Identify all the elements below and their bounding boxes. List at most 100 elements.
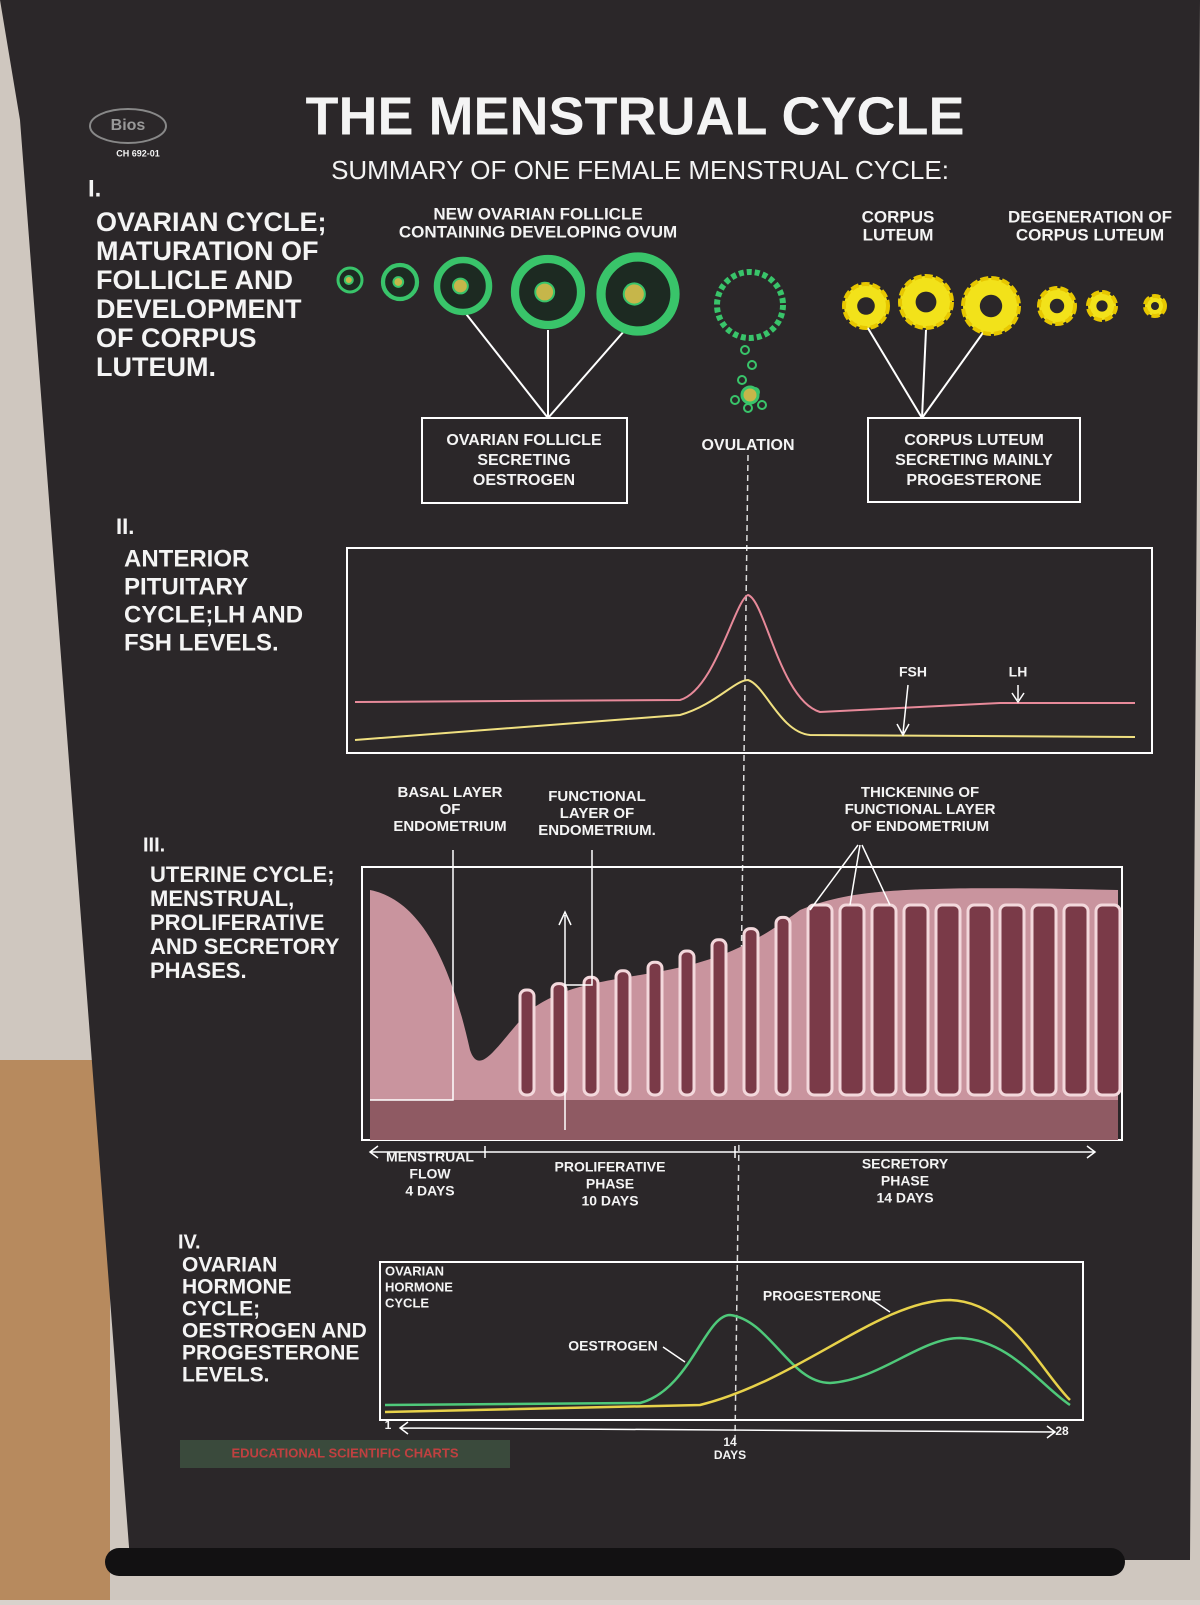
- section-heading: ANTERIOR: [124, 545, 249, 572]
- section-heading: PHASES.: [150, 958, 247, 983]
- section-heading: OESTROGEN AND: [182, 1320, 367, 1343]
- cell: [757, 400, 767, 410]
- luteum-core: [1049, 298, 1065, 314]
- numeral: II.: [116, 514, 134, 539]
- label: FUNCTIONAL LAYER: [845, 801, 996, 818]
- gland: [678, 949, 696, 1097]
- label: FSH: [899, 664, 927, 680]
- section-heading: FSH LEVELS.: [124, 629, 279, 656]
- gland: [646, 960, 664, 1097]
- label: 4 DAYS: [405, 1183, 454, 1199]
- numeral: IV.: [178, 1231, 201, 1253]
- luteum-core: [979, 294, 1003, 318]
- gland: [806, 903, 834, 1097]
- fsh-curve: [354, 678, 1136, 741]
- gland: [902, 903, 930, 1097]
- label: ENDOMETRIUM: [393, 818, 506, 835]
- section-heading: LEVELS.: [182, 1364, 270, 1387]
- cell: [747, 360, 757, 370]
- gland: [550, 982, 568, 1097]
- hormone-box: [379, 1261, 1084, 1421]
- label: THICKENING OF: [861, 784, 979, 801]
- gland: [934, 903, 962, 1097]
- luteum-core: [1151, 302, 1159, 310]
- section-heading: CYCLE;LH AND: [124, 601, 303, 628]
- label: PROGESTERONE: [906, 472, 1041, 489]
- gland: [870, 903, 898, 1097]
- label: MENSTRUAL: [386, 1149, 474, 1165]
- label: 14 DAYS: [876, 1190, 933, 1206]
- section-heading: PITUITARY: [124, 573, 248, 600]
- ovum: [392, 276, 405, 288]
- label: BASAL LAYER: [397, 784, 502, 801]
- section-heading: AND SECRETORY: [150, 934, 340, 959]
- label: 14: [723, 1435, 737, 1449]
- connector-lines: [421, 309, 1081, 504]
- label: PROLIFERATIVE: [555, 1159, 666, 1175]
- gland: [966, 903, 994, 1097]
- label: DEGENERATION OF: [1008, 207, 1172, 226]
- cell: [737, 375, 747, 385]
- label: ENDOMETRIUM.: [538, 822, 656, 839]
- gland: [1062, 903, 1090, 1097]
- released-ovum: [740, 385, 760, 405]
- thickening-pointers: [809, 844, 891, 911]
- ovum: [451, 277, 469, 295]
- label: CORPUS LUTEUM: [1016, 225, 1164, 244]
- hormone-arrows: [896, 684, 1025, 737]
- gland: [838, 903, 866, 1097]
- label: 10 DAYS: [581, 1193, 638, 1209]
- section-heading: PROGESTERONE: [182, 1342, 359, 1365]
- label: OVARIAN FOLLICLE: [446, 432, 602, 449]
- follicles: [336, 252, 1167, 413]
- ovum: [343, 275, 354, 285]
- section-heading: OF CORPUS: [96, 323, 257, 353]
- label: OVARIAN: [385, 1263, 444, 1278]
- label: LAYER OF: [560, 805, 634, 822]
- label: CYCLE: [385, 1295, 429, 1310]
- poster-sheet: [0, 0, 1200, 1560]
- footer-text: EDUCATIONAL SCIENTIFIC CHARTS: [231, 1445, 458, 1460]
- gland: [998, 903, 1026, 1097]
- oestrogen-curve: [384, 1313, 1071, 1407]
- rod: [105, 1548, 1125, 1576]
- label: OESTROGEN: [568, 1338, 657, 1354]
- label: 1: [385, 1418, 392, 1432]
- label: CONTAINING DEVELOPING OVUM: [399, 222, 677, 241]
- label: OF: [440, 801, 461, 818]
- pituitary-box: [346, 547, 1153, 754]
- boxes: [0, 1060, 110, 1600]
- label: PROGESTERONE: [763, 1288, 881, 1304]
- numeral: I.: [88, 175, 101, 202]
- section-heading: DEVELOPMENT: [96, 294, 302, 324]
- section-heading: PROLIFERATIVE: [150, 910, 324, 935]
- glands: [518, 903, 1122, 1097]
- label: 28: [1055, 1424, 1069, 1438]
- label: DAYS: [714, 1448, 746, 1462]
- pointer-lines: [370, 850, 593, 1130]
- gland: [1094, 903, 1122, 1097]
- gland: [614, 969, 632, 1097]
- label: NEW OVARIAN FOLLICLE: [433, 204, 642, 223]
- logo-brand: Bios: [111, 117, 146, 134]
- logo-code: CH 692-01: [116, 148, 160, 158]
- basal-layer: [370, 1100, 1118, 1140]
- ovum: [622, 282, 646, 306]
- label: PHASE: [586, 1176, 634, 1192]
- gland: [774, 915, 792, 1097]
- section-heading: OVARIAN: [182, 1254, 277, 1277]
- gland: [742, 927, 760, 1097]
- section-heading: MATURATION OF: [96, 236, 318, 266]
- phase-arrow: [368, 1145, 1097, 1159]
- label: LH: [1009, 664, 1028, 680]
- footer-strip: [180, 1440, 510, 1468]
- label: CORPUS LUTEUM: [904, 432, 1044, 449]
- label: CORPUS: [862, 207, 935, 226]
- label: LUTEUM: [863, 225, 934, 244]
- label: OF ENDOMETRIUM: [851, 818, 989, 835]
- label: OVULATION: [701, 437, 794, 454]
- luteum-core: [1096, 300, 1108, 312]
